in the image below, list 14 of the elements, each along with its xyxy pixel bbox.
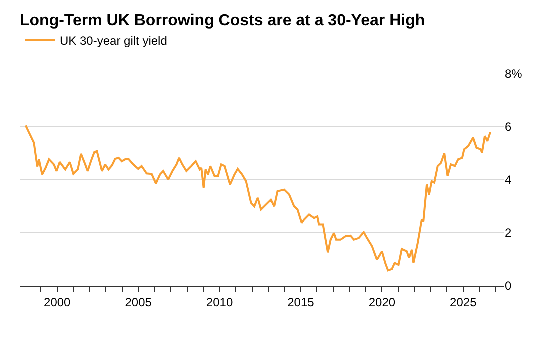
legend-label: UK 30-year gilt yield xyxy=(60,34,168,48)
chart-title: Long-Term UK Borrowing Costs are at a 30-Year High xyxy=(20,12,426,30)
y-tick-label: 6 xyxy=(505,120,512,134)
x-tick-label: 2005 xyxy=(125,295,152,310)
y-tick-label: 8% xyxy=(505,67,523,82)
x-tick-label: 2010 xyxy=(206,295,234,310)
x-tick-label: 2000 xyxy=(44,295,72,310)
y-tick-label: 4 xyxy=(505,173,512,188)
y-tick-label: 0 xyxy=(505,279,512,294)
x-tick-label: 2015 xyxy=(288,295,315,310)
line-series xyxy=(24,124,492,272)
y-tick-label: 2 xyxy=(505,226,512,240)
x-tick-label: 2020 xyxy=(368,295,396,310)
x-tick-label: 2025 xyxy=(450,295,478,310)
